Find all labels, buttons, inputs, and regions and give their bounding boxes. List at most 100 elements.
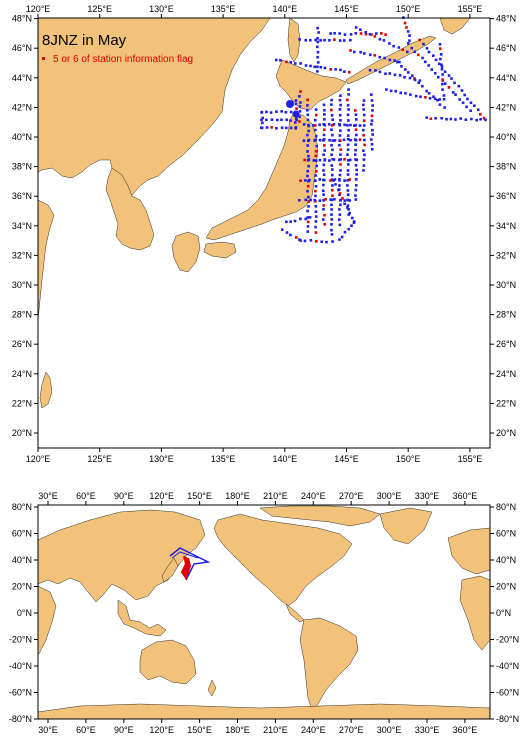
- station-point: [313, 65, 317, 69]
- station-point: [421, 84, 424, 88]
- station-point: [352, 221, 356, 224]
- station-point: [314, 138, 317, 142]
- lon-tick-label: 240°E: [301, 491, 326, 501]
- station-point: [314, 108, 318, 111]
- station-point: [305, 108, 309, 112]
- station-point: [370, 147, 374, 151]
- station-point: [384, 72, 387, 76]
- flagged-station-point: [447, 86, 451, 89]
- station-point: [298, 110, 302, 113]
- station-point: [314, 174, 317, 177]
- flagged-station-point: [362, 119, 366, 122]
- flagged-station-point: [384, 33, 387, 36]
- map-title: 8JNZ in May: [42, 32, 127, 49]
- station-point: [318, 138, 322, 142]
- station-point: [316, 37, 319, 40]
- station-point: [309, 38, 312, 42]
- station-point: [295, 118, 298, 122]
- station-point: [289, 119, 292, 122]
- station-point: [421, 56, 424, 60]
- station-point: [347, 208, 350, 211]
- station-point: [414, 94, 418, 98]
- station-point: [314, 184, 318, 188]
- global-map-ticks: 30°E 30°E 60°E 60°E 90°E 90°E 120°E 120°E 150°E 1…: [9, 491, 519, 735]
- station-point: [339, 119, 342, 122]
- south-america: [299, 617, 359, 711]
- station-point: [338, 178, 341, 181]
- lon-tick-label: 90°E: [114, 491, 134, 501]
- station-point: [330, 208, 333, 211]
- station-point: [354, 178, 358, 181]
- station-point: [355, 168, 359, 172]
- north-america: [213, 513, 353, 607]
- station-point: [323, 38, 326, 42]
- flagged-station-point: [413, 77, 416, 80]
- station-point: [355, 173, 358, 176]
- lat-tick-label: -60°N: [9, 688, 32, 698]
- station-point: [302, 139, 306, 143]
- station-point: [346, 198, 349, 202]
- station-point: [304, 179, 307, 182]
- station-point: [346, 134, 350, 137]
- station-point: [368, 68, 372, 72]
- station-point: [346, 189, 350, 192]
- flagged-station-point: [331, 194, 334, 198]
- station-point: [343, 230, 347, 234]
- station-point: [308, 178, 311, 182]
- flagged-station-point: [330, 108, 333, 112]
- station-point: [275, 110, 278, 113]
- station-point: [342, 39, 346, 42]
- station-point: [304, 38, 308, 42]
- flagged-station-point: [339, 148, 343, 151]
- station-point: [280, 126, 284, 130]
- station-point: [322, 178, 326, 182]
- station-point: [370, 119, 374, 122]
- station-point: [393, 73, 397, 77]
- station-point: [440, 67, 444, 71]
- station-point: [403, 75, 406, 79]
- station-point: [265, 126, 269, 129]
- station-point: [433, 97, 437, 101]
- station-point: [397, 46, 401, 49]
- station-point: [338, 123, 342, 127]
- station-point: [354, 194, 357, 197]
- lon-tick-label: 60°E: [76, 491, 96, 501]
- station-point: [339, 169, 342, 172]
- station-point: [378, 70, 382, 74]
- lat-tick-label: 34°N: [12, 221, 32, 231]
- station-point: [307, 129, 310, 133]
- sakhalin: [287, 17, 301, 63]
- station-point: [393, 59, 396, 62]
- station-point: [361, 103, 365, 107]
- global-map-land: [37, 505, 491, 720]
- station-point: [354, 164, 358, 167]
- station-point: [411, 74, 414, 77]
- station-point: [349, 33, 353, 36]
- station-point: [309, 238, 313, 242]
- flagged-station-point: [359, 32, 363, 35]
- station-point: [322, 207, 325, 211]
- station-point: [322, 122, 325, 126]
- lat-tick-label: -20°N: [9, 635, 32, 645]
- station-point: [423, 60, 427, 64]
- flagged-station-point: [285, 60, 288, 64]
- station-point: [353, 153, 357, 156]
- station-point: [338, 184, 341, 187]
- station-point: [318, 199, 322, 202]
- lat-tick-label: 38°N: [496, 162, 516, 172]
- station-point: [354, 113, 358, 116]
- station-point: [314, 205, 318, 208]
- station-point: [369, 93, 373, 96]
- regional-map-land: [37, 17, 471, 409]
- station-point: [312, 159, 316, 162]
- station-point: [330, 218, 334, 221]
- station-point: [422, 42, 425, 46]
- station-point: [346, 173, 350, 176]
- station-point: [304, 64, 308, 67]
- station-point: [408, 39, 411, 42]
- flagged-station-point: [323, 144, 326, 147]
- station-point: [307, 139, 310, 143]
- flagged-station-point: [364, 32, 368, 36]
- station-point: [352, 50, 356, 54]
- station-point: [330, 233, 334, 236]
